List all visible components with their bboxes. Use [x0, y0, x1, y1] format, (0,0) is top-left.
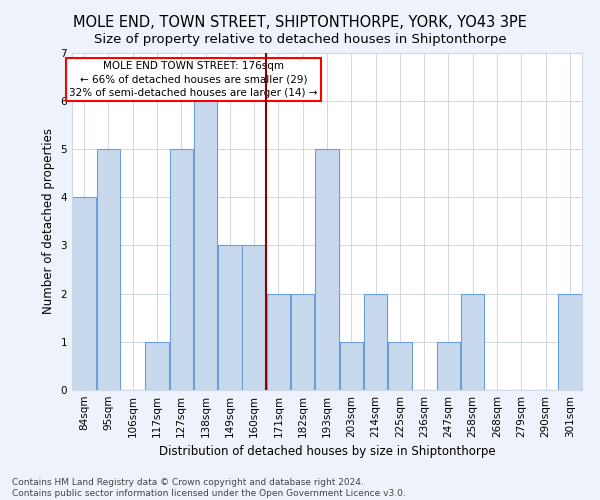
X-axis label: Distribution of detached houses by size in Shiptonthorpe: Distribution of detached houses by size … — [158, 446, 496, 458]
Bar — [388, 342, 412, 390]
Bar — [315, 149, 339, 390]
Bar — [461, 294, 484, 390]
Bar — [242, 246, 266, 390]
Bar — [364, 294, 388, 390]
Text: Size of property relative to detached houses in Shiptonthorpe: Size of property relative to detached ho… — [94, 32, 506, 46]
Bar — [218, 246, 242, 390]
Bar — [73, 197, 96, 390]
Bar — [170, 149, 193, 390]
Bar — [558, 294, 581, 390]
Bar — [291, 294, 314, 390]
Bar — [145, 342, 169, 390]
Bar — [194, 100, 217, 390]
Bar — [97, 149, 120, 390]
Bar — [340, 342, 363, 390]
Text: MOLE END TOWN STREET: 176sqm
← 66% of detached houses are smaller (29)
32% of se: MOLE END TOWN STREET: 176sqm ← 66% of de… — [69, 61, 317, 98]
Text: MOLE END, TOWN STREET, SHIPTONTHORPE, YORK, YO43 3PE: MOLE END, TOWN STREET, SHIPTONTHORPE, YO… — [73, 15, 527, 30]
Text: Contains HM Land Registry data © Crown copyright and database right 2024.
Contai: Contains HM Land Registry data © Crown c… — [12, 478, 406, 498]
Y-axis label: Number of detached properties: Number of detached properties — [42, 128, 55, 314]
Bar — [437, 342, 460, 390]
Bar — [266, 294, 290, 390]
